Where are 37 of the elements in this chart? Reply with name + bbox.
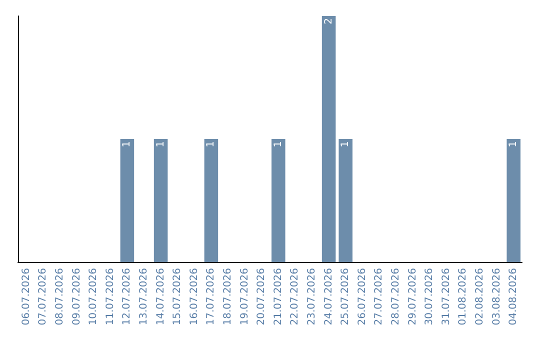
x-tick-label: 14.07.2026 <box>155 268 166 326</box>
data-label: 1 <box>272 141 284 148</box>
x-tick-label: 20.07.2026 <box>256 268 268 326</box>
data-label: 2 <box>323 18 334 24</box>
x-tick-label: 11.07.2026 <box>104 268 116 326</box>
x-tick-label: 18.07.2026 <box>222 268 234 326</box>
x-tick-label: 07.07.2026 <box>38 268 49 326</box>
x-tick-label: 13.07.2026 <box>138 268 150 326</box>
x-tick-label: 01.08.2026 <box>458 268 469 326</box>
x-tick-label: 06.07.2026 <box>20 268 32 326</box>
x-tick-label: 31.07.2026 <box>440 268 452 326</box>
data-label: 1 <box>340 141 352 148</box>
x-tick-label: 15.07.2026 <box>172 268 184 326</box>
x-tick-label: 22.07.2026 <box>290 268 301 326</box>
x-tick-label: 16.07.2026 <box>188 268 200 326</box>
x-tick-label: 28.07.2026 <box>390 268 402 326</box>
x-tick-label: 04.08.2026 <box>508 268 520 326</box>
x-tick-label: 25.07.2026 <box>340 268 352 326</box>
x-tick-label: 24.07.2026 <box>323 268 334 326</box>
x-tick-label: 29.07.2026 <box>407 268 418 326</box>
x-tick-label: 17.07.2026 <box>206 268 217 326</box>
x-tick-label: 23.07.2026 <box>306 268 318 326</box>
data-label: 1 <box>122 141 133 148</box>
data-label: 1 <box>155 141 166 148</box>
x-tick-label: 26.07.2026 <box>356 268 368 326</box>
x-tick-label: 27.07.2026 <box>374 268 385 326</box>
x-tick-label: 12.07.2026 <box>122 268 133 326</box>
x-tick-label: 10.07.2026 <box>88 268 100 326</box>
data-label: 1 <box>206 141 217 148</box>
x-tick-label: 19.07.2026 <box>239 268 250 326</box>
x-tick-label: 08.07.2026 <box>54 268 66 326</box>
x-tick-label: 02.08.2026 <box>474 268 486 326</box>
data-label: 1 <box>508 141 520 148</box>
x-tick-label: 21.07.2026 <box>272 268 284 326</box>
x-tick-label: 09.07.2026 <box>71 268 82 326</box>
x-tick-label: 03.08.2026 <box>491 268 502 326</box>
x-tick-label: 30.07.2026 <box>424 268 436 326</box>
